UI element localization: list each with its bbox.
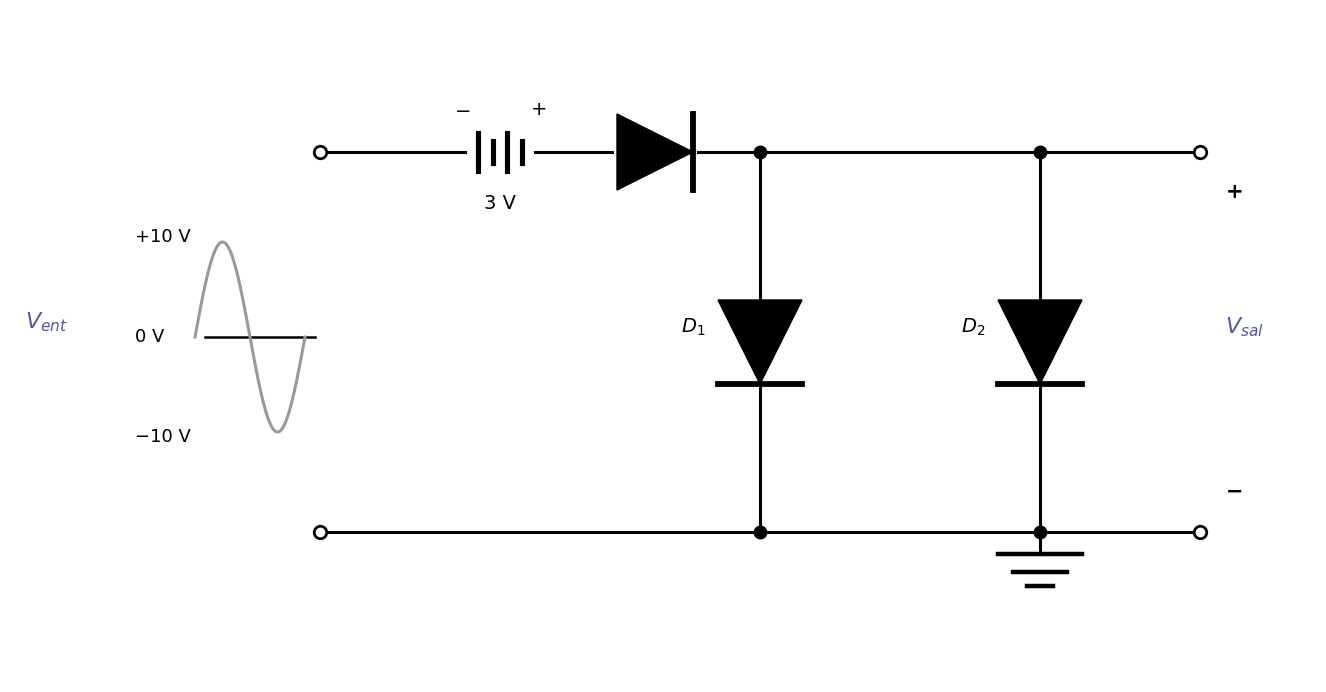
Text: 0 V: 0 V xyxy=(135,328,164,346)
Text: $V_{sal}$: $V_{sal}$ xyxy=(1225,315,1264,339)
Text: $D_1$: $D_1$ xyxy=(680,316,705,338)
Text: $V_{ent}$: $V_{ent}$ xyxy=(25,310,68,334)
Text: $D_2$: $D_2$ xyxy=(961,316,985,338)
Text: −: − xyxy=(1227,482,1244,502)
Polygon shape xyxy=(617,114,693,190)
Text: $+$: $+$ xyxy=(530,100,546,120)
Text: $-$: $-$ xyxy=(453,100,471,120)
Text: +10 V: +10 V xyxy=(135,228,191,246)
Polygon shape xyxy=(717,300,802,384)
Text: −10 V: −10 V xyxy=(135,428,191,446)
Polygon shape xyxy=(998,300,1082,384)
Text: +: + xyxy=(1227,182,1244,202)
Text: 3 V: 3 V xyxy=(484,194,516,214)
